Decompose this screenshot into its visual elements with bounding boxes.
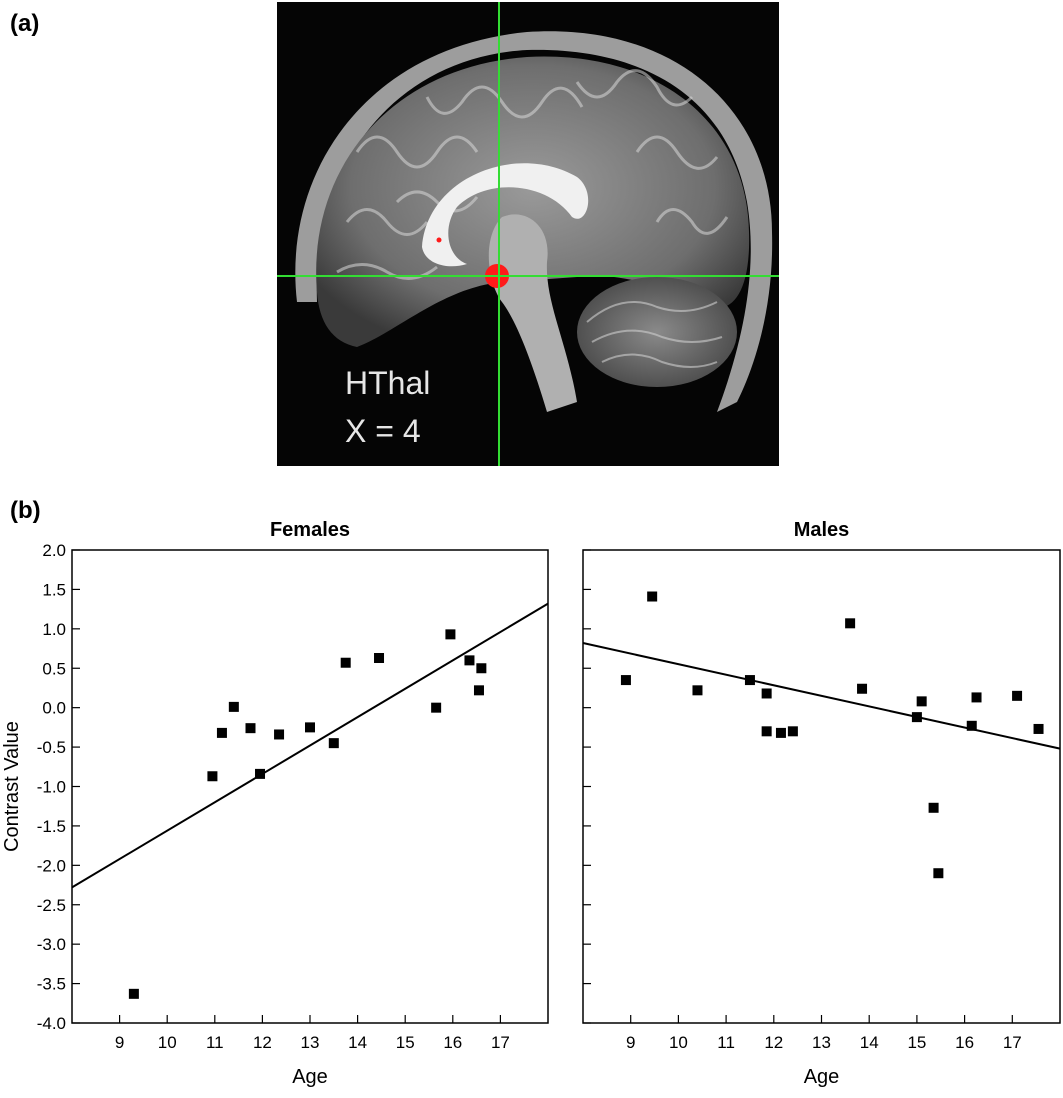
chart1-x-tick-label: 9 [626, 1033, 635, 1052]
brainstem [488, 214, 577, 412]
chart1-x-tick-label: 15 [907, 1033, 926, 1052]
chart1-data-point [1033, 723, 1044, 734]
gyri-texture [336, 69, 729, 280]
chart0-data-point [374, 653, 385, 664]
chart0-y-tick-label: -4.0 [37, 1014, 66, 1033]
chart0-y-tick-label: 1.0 [42, 620, 66, 639]
region-label: HThal [345, 365, 430, 401]
chart0-y-tick-label: 2.0 [42, 541, 66, 560]
chart1-data-point [916, 696, 927, 707]
chart0-x-tick-label: 11 [206, 1033, 224, 1052]
chart1-data-point [787, 726, 798, 737]
chart1-data-point [933, 868, 944, 879]
chart1-data-point [1012, 690, 1023, 701]
chart1-x-tick-label: 12 [764, 1033, 783, 1052]
chart0-y-tick-label: -3.0 [37, 935, 66, 954]
chart0-y-tick-label: -3.5 [37, 975, 66, 994]
chart0-plot-frame [71, 549, 549, 1024]
chart1-x-tick-label: 17 [1003, 1033, 1022, 1052]
chart1-data-point [966, 720, 977, 731]
chart1-data-point [647, 591, 658, 602]
chart1-data-point [971, 692, 982, 703]
chart0-data-point [245, 723, 256, 734]
chart1-data-point [692, 685, 703, 696]
chart0-title: Females [270, 519, 350, 541]
chart0-x-tick-label: 15 [396, 1033, 415, 1052]
chart0-data-point [228, 701, 239, 712]
chart1-fit-line [582, 642, 1061, 750]
roi-small-dot [436, 237, 442, 243]
chart0-data-point [128, 988, 139, 999]
chart1-x-axis-label: Age [804, 1066, 840, 1088]
cerebellum-folia [586, 301, 723, 368]
chart0-data-point [274, 729, 285, 740]
panel-label-a: (a) [10, 10, 40, 37]
chart0-y-tick-label: 1.5 [42, 580, 66, 599]
chart0-data-point [207, 771, 218, 782]
chart0-data-point [216, 727, 227, 738]
chart0-x-tick-label: 14 [348, 1033, 367, 1052]
chart1-data-point [911, 712, 922, 723]
chart1-x-tick-label: 16 [955, 1033, 974, 1052]
chart0-y-tick-label: 0.5 [42, 659, 66, 678]
mri-sagittal-image: HThal X = 4 [277, 2, 779, 466]
chart0-data-point [305, 722, 315, 733]
chart0-fit-line [71, 602, 549, 889]
chart0-data-point [328, 738, 339, 749]
chart1-data-point [845, 618, 856, 629]
chart1-data-point [857, 683, 868, 694]
chart0-data-point [340, 657, 351, 668]
chart0-x-tick-label: 12 [253, 1033, 272, 1052]
chart0-data-point [445, 629, 456, 640]
chart0-data-point [473, 685, 484, 696]
chart0-y-tick-label: 0.0 [42, 699, 66, 718]
chart1-data-point [928, 802, 939, 813]
chart0-y-tick-label: -1.0 [37, 778, 66, 797]
slice-label: X = 4 [345, 413, 421, 449]
chart0-data-point [431, 702, 442, 713]
chart0-x-tick-label: 9 [115, 1033, 124, 1052]
chart0-x-tick-label: 10 [158, 1033, 177, 1052]
chart1-title: Males [794, 519, 850, 541]
chart1-data-point [761, 688, 772, 699]
panel-label-b: (b) [10, 497, 41, 524]
chart0-y-tick-label: -2.5 [37, 896, 66, 915]
corpus-callosum [422, 163, 589, 267]
chart0-y-tick-label: -2.0 [37, 856, 66, 875]
chart1-plot-frame [582, 549, 1061, 1024]
chart1-data-point [761, 726, 772, 737]
chart0-y-tick-label: -1.5 [37, 817, 66, 836]
chart1-x-tick-label: 13 [812, 1033, 831, 1052]
chart1-data-point [775, 727, 786, 738]
chart0-x-tick-label: 13 [301, 1033, 320, 1052]
chart0-x-tick-label: 16 [443, 1033, 462, 1052]
chart0-y-tick-label: -0.5 [37, 738, 66, 757]
chart1-data-point [620, 675, 631, 686]
chart1-x-tick-label: 11 [717, 1033, 735, 1052]
chart0-data-point [464, 655, 475, 666]
chart0-data-point [476, 663, 487, 674]
chart0-x-tick-label: 17 [491, 1033, 510, 1052]
chart0-x-axis-label: Age [292, 1066, 328, 1088]
chart1-data-point [744, 675, 755, 686]
chart1-x-tick-label: 10 [669, 1033, 688, 1052]
chart1-x-tick-label: 14 [860, 1033, 879, 1052]
chart0-data-point [255, 768, 266, 779]
chart0-y-axis-label: Contrast Value [1, 721, 23, 852]
